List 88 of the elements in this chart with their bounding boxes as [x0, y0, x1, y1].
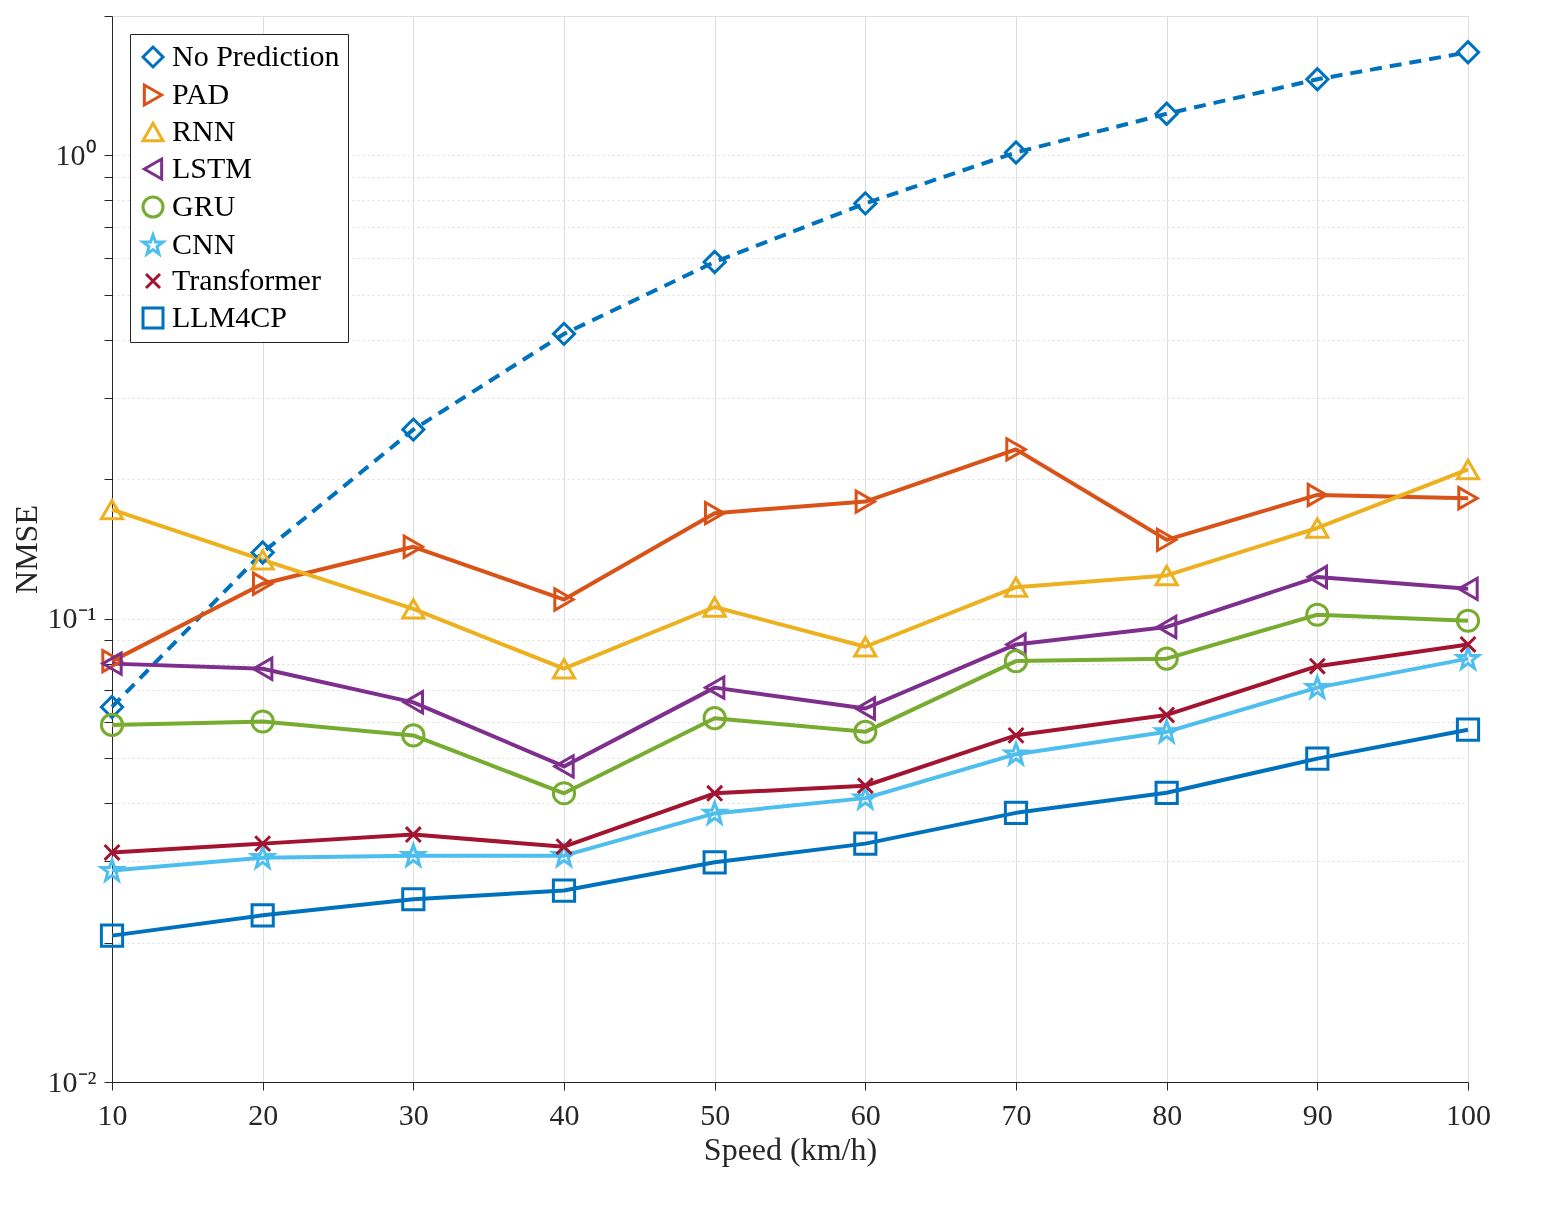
point	[251, 571, 274, 596]
point	[1155, 614, 1178, 640]
point	[99, 712, 125, 737]
point	[1306, 482, 1329, 508]
point	[551, 878, 577, 903]
point	[1154, 646, 1179, 671]
point	[1154, 564, 1179, 587]
point	[853, 636, 878, 658]
point	[99, 923, 125, 948]
x-axis-title: Speed (km/h)	[703, 1130, 878, 1167]
point	[401, 723, 426, 748]
point	[856, 776, 875, 795]
y-tick-label: 10⁻¹	[47, 601, 97, 635]
x-tick-label: 40	[549, 1097, 580, 1131]
point	[1005, 437, 1027, 462]
point	[1007, 726, 1025, 745]
legend-label: GRU	[172, 189, 236, 222]
point	[404, 825, 423, 844]
point	[553, 587, 575, 612]
point	[250, 903, 275, 928]
point	[1457, 576, 1479, 601]
x-tick-label: 30	[398, 1097, 429, 1131]
legend-label: CNN	[172, 227, 236, 260]
point	[1455, 608, 1481, 633]
legend-label: LSTM	[172, 151, 253, 184]
point	[551, 658, 577, 680]
point	[853, 719, 878, 744]
point	[1455, 717, 1481, 742]
point	[705, 784, 724, 803]
y-axis-title: NMSE	[7, 505, 44, 594]
point	[1157, 705, 1176, 724]
point	[1305, 67, 1330, 92]
x-tick-label: 70	[1001, 1097, 1032, 1131]
x-tick-label: 90	[1302, 1097, 1333, 1131]
point	[551, 781, 577, 806]
point	[854, 489, 877, 514]
x-tick-label: 80	[1152, 1097, 1183, 1131]
point	[251, 656, 274, 681]
point	[854, 696, 877, 721]
point	[551, 321, 577, 346]
point	[1306, 564, 1329, 590]
point	[1003, 800, 1029, 825]
point	[402, 534, 425, 559]
point	[253, 834, 272, 853]
point	[1453, 646, 1483, 672]
point	[702, 596, 727, 618]
x-tick-label: 10	[97, 1097, 128, 1131]
point	[401, 598, 426, 620]
point	[1155, 527, 1178, 552]
point	[1003, 140, 1029, 165]
point	[1305, 602, 1330, 627]
legend-label: RNN	[172, 114, 236, 147]
point	[1154, 780, 1179, 805]
point	[703, 675, 726, 700]
x-tick-label: 60	[850, 1097, 881, 1131]
point	[1455, 40, 1481, 65]
point	[1154, 101, 1179, 126]
point	[250, 549, 275, 571]
point	[250, 709, 275, 734]
point	[1455, 458, 1481, 481]
point	[99, 498, 125, 521]
point	[401, 417, 426, 442]
point	[702, 249, 727, 275]
y-tick-label: 10⁰	[55, 137, 97, 171]
point	[553, 754, 575, 779]
point	[703, 501, 726, 526]
point	[1305, 746, 1330, 771]
x-tick-label: 50	[700, 1097, 731, 1131]
point	[853, 191, 878, 216]
point	[1305, 517, 1330, 539]
point	[401, 887, 426, 912]
legend-label: PAD	[172, 77, 230, 110]
point	[1003, 649, 1029, 674]
point	[1457, 486, 1479, 511]
legend-label: No Prediction	[172, 39, 340, 72]
x-tick-label: 100	[1446, 1097, 1491, 1131]
point	[702, 850, 727, 875]
x-tick-label: 20	[248, 1097, 279, 1131]
point	[702, 706, 727, 731]
legend-label: Transformer	[172, 263, 321, 296]
legend-label: LLM4CP	[172, 300, 288, 333]
point	[402, 690, 425, 715]
point	[853, 831, 878, 856]
point	[1459, 635, 1477, 654]
point	[103, 843, 121, 862]
point	[1003, 576, 1029, 598]
point	[1308, 657, 1327, 676]
y-tick-label: 10⁻²	[47, 1064, 97, 1098]
